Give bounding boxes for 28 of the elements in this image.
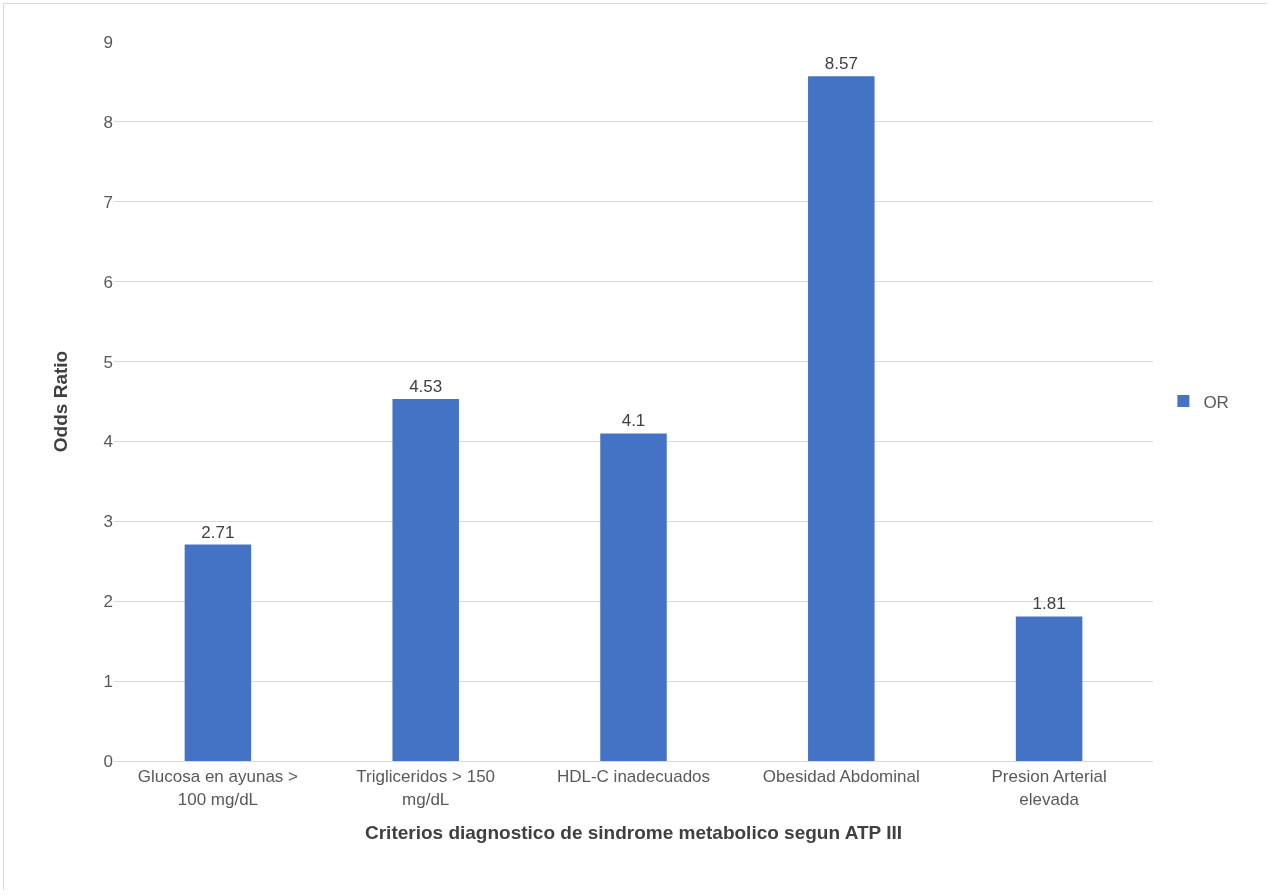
y-tick-label: 1 bbox=[103, 672, 113, 692]
y-tick-label: 5 bbox=[103, 352, 113, 372]
y-tick-label: 3 bbox=[103, 512, 113, 532]
legend-label: OR bbox=[1203, 392, 1229, 412]
data-label: 4.1 bbox=[621, 411, 646, 431]
y-tick-label: 7 bbox=[103, 192, 113, 212]
x-axis-title: Criterios diagnostico de sindrome metabolico segun ATP III bbox=[364, 822, 903, 844]
x-tick-label: Glucosa en ayunas > 100 mg/dL bbox=[137, 767, 299, 809]
data-label: 1.81 bbox=[1032, 594, 1066, 614]
data-label: 4.53 bbox=[409, 377, 443, 397]
x-tick-label: Presion Arterial elevada bbox=[991, 767, 1107, 809]
y-tick-label: 9 bbox=[103, 32, 113, 52]
x-tick-label: Obesidad Abdominal bbox=[762, 767, 920, 787]
y-tick-label: 6 bbox=[103, 272, 113, 292]
data-label: 2.71 bbox=[201, 522, 235, 542]
bar bbox=[808, 76, 875, 761]
y-tick-label: 4 bbox=[103, 432, 113, 452]
bar bbox=[1015, 616, 1083, 761]
y-tick-label: 2 bbox=[103, 592, 113, 612]
bar bbox=[184, 544, 252, 761]
bar bbox=[600, 433, 667, 761]
y-axis-title: Odds Ratio bbox=[50, 350, 72, 453]
y-tick-label: 8 bbox=[103, 112, 113, 132]
x-tick-label: HDL-C inadecuados bbox=[556, 767, 711, 787]
bar bbox=[392, 399, 459, 761]
y-tick-label: 0 bbox=[103, 751, 113, 771]
x-tick-label: Trigliceridos > 150 mg/dL bbox=[356, 767, 496, 809]
data-label: 8.57 bbox=[824, 54, 858, 74]
